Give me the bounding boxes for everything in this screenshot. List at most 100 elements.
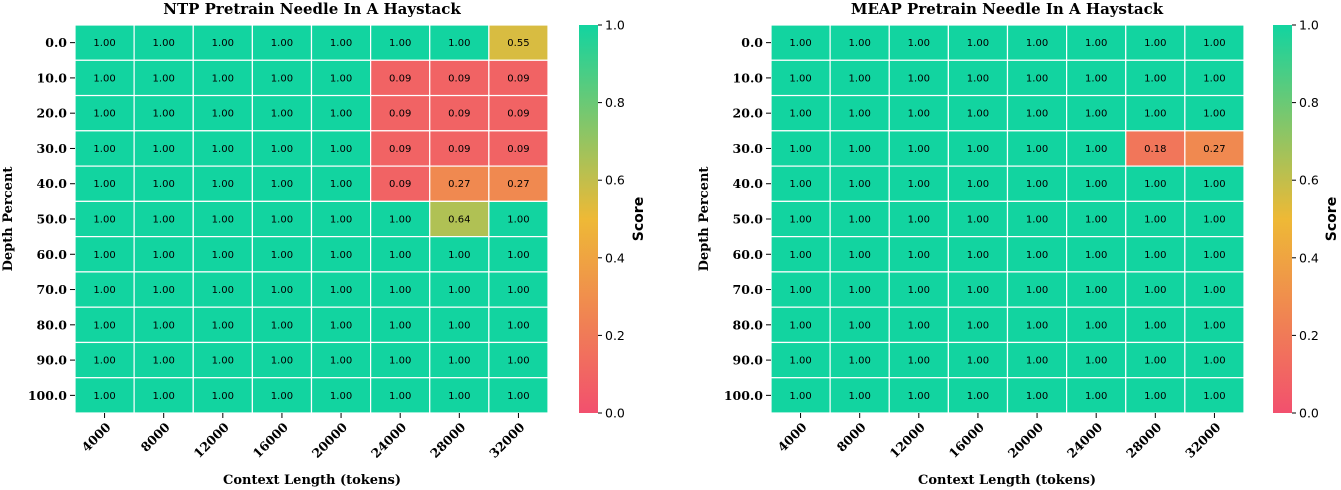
y-tick-label: 40.0 (733, 176, 764, 191)
heatmap-cell (888, 377, 949, 414)
cell-value-label: 1.00 (1203, 38, 1225, 49)
cell-value-label: 1.00 (153, 356, 175, 367)
heatmap-cell (310, 271, 372, 308)
cell-value-label: 1.00 (212, 391, 234, 402)
cell-value-label: 1.00 (967, 144, 989, 155)
cell-value-label: 1.00 (1144, 391, 1166, 402)
cell-value-label: 1.00 (93, 250, 115, 261)
heatmap-cell (1125, 236, 1186, 273)
heatmap-cell (829, 24, 890, 61)
y-tick-label: 80.0 (37, 317, 68, 332)
cell-value-label: 1.00 (212, 38, 234, 49)
cell-value-label: 1.00 (330, 215, 352, 226)
cell-value-label: 0.27 (1203, 144, 1225, 155)
cell-value-label: 1.00 (212, 179, 234, 190)
cell-value-label: 1.00 (789, 179, 811, 190)
heatmap-cell (1125, 377, 1186, 414)
heatmap-cell (192, 94, 253, 132)
cell-value-label: 1.00 (93, 109, 115, 120)
cell-value-label: 1.00 (1144, 38, 1166, 49)
heatmap-cell (947, 377, 1009, 414)
heatmap-cell (1006, 165, 1068, 202)
heatmap-cell (1184, 59, 1245, 97)
x-tick-label: 28000 (427, 419, 469, 461)
heatmap-cell (310, 306, 372, 344)
cell-value-label: 1.00 (330, 391, 352, 402)
heatmap-cell (370, 59, 431, 97)
heatmap-cell (888, 94, 949, 132)
x-tick-label: 8000 (834, 419, 869, 454)
cell-value-label: 1.00 (389, 391, 411, 402)
heatmap-cell (829, 59, 890, 97)
cell-value-label: 1.00 (507, 215, 529, 226)
cell-value-label: 1.00 (212, 356, 234, 367)
heatmap-cell (1066, 94, 1127, 132)
cell-value-label: 1.00 (1203, 391, 1225, 402)
heatmap-cell (947, 24, 1009, 61)
heatmap-cell (770, 306, 831, 344)
x-tick-label: 16000 (250, 419, 292, 461)
cell-value-label: 1.00 (93, 73, 115, 84)
heatmap-cell (1066, 165, 1127, 202)
heatmap-cell (770, 236, 831, 273)
cell-value-label: 1.00 (330, 179, 352, 190)
heatmap-cell (429, 236, 490, 273)
heatmap-cell (1184, 94, 1245, 132)
heatmap-cell (888, 306, 949, 344)
x-tick-label: 20000 (1005, 419, 1047, 461)
cell-value-label: 1.00 (448, 320, 470, 331)
cell-value-label: 1.00 (967, 109, 989, 120)
heatmap-cell (1066, 306, 1127, 344)
cell-value-label: 1.00 (271, 356, 293, 367)
heatmap-cell (770, 200, 831, 238)
cell-value-label: 1.00 (330, 250, 352, 261)
colorbar-tick-label: 0.4 (1299, 250, 1319, 265)
cell-value-label: 1.00 (967, 356, 989, 367)
cell-value-label: 0.09 (448, 144, 470, 155)
cell-value-label: 1.00 (849, 250, 871, 261)
cell-value-label: 1.00 (789, 250, 811, 261)
cell-value-label: 1.00 (1203, 320, 1225, 331)
cell-value-label: 1.00 (1026, 215, 1048, 226)
cell-value-label: 1.00 (1085, 285, 1107, 296)
cell-value-label: 0.27 (507, 179, 529, 190)
heatmap-cell (1125, 24, 1186, 61)
cell-value-label: 1.00 (967, 285, 989, 296)
cell-value-label: 1.00 (330, 320, 352, 331)
heatmap-cell (192, 306, 253, 344)
cell-value-label: 1.00 (448, 250, 470, 261)
cell-value-label: 1.00 (1026, 391, 1048, 402)
cell-value-label: 0.09 (389, 179, 411, 190)
cell-value-label: 1.00 (789, 73, 811, 84)
y-tick-label: 20.0 (733, 106, 764, 121)
heatmap-cell (1066, 59, 1127, 97)
cell-value-label: 1.00 (849, 179, 871, 190)
cell-value-label: 1.00 (271, 73, 293, 84)
cell-value-label: 1.00 (849, 144, 871, 155)
heatmap-cell (133, 94, 194, 132)
heatmap-cell (1125, 130, 1186, 167)
heatmap-cell (192, 130, 253, 167)
heatmap-cell (1184, 271, 1245, 308)
cell-value-label: 1.00 (153, 109, 175, 120)
cell-value-label: 1.00 (448, 391, 470, 402)
heatmap-cell (310, 130, 372, 167)
cell-value-label: 1.00 (93, 179, 115, 190)
colorbar-tick-label: 0.6 (605, 173, 625, 188)
cell-value-label: 1.00 (908, 391, 930, 402)
cell-value-label: 1.00 (908, 73, 930, 84)
colorbar-tick-label: 0.6 (1299, 173, 1319, 188)
heatmap-cell (829, 130, 890, 167)
cell-value-label: 1.00 (908, 144, 930, 155)
y-axis-label: Depth Percent (697, 167, 712, 272)
heatmap-cell (370, 200, 431, 238)
heatmap-cell (1184, 306, 1245, 344)
y-tick-label: 40.0 (37, 176, 68, 191)
heatmap-cell (888, 130, 949, 167)
cell-value-label: 1.00 (1026, 320, 1048, 331)
colorbar-tick-label: 0.4 (605, 250, 625, 265)
heatmap-cell (310, 200, 372, 238)
cell-value-label: 1.00 (908, 179, 930, 190)
colorbar-tick-label: 0.0 (1299, 406, 1319, 421)
heatmap-cell (429, 341, 490, 379)
